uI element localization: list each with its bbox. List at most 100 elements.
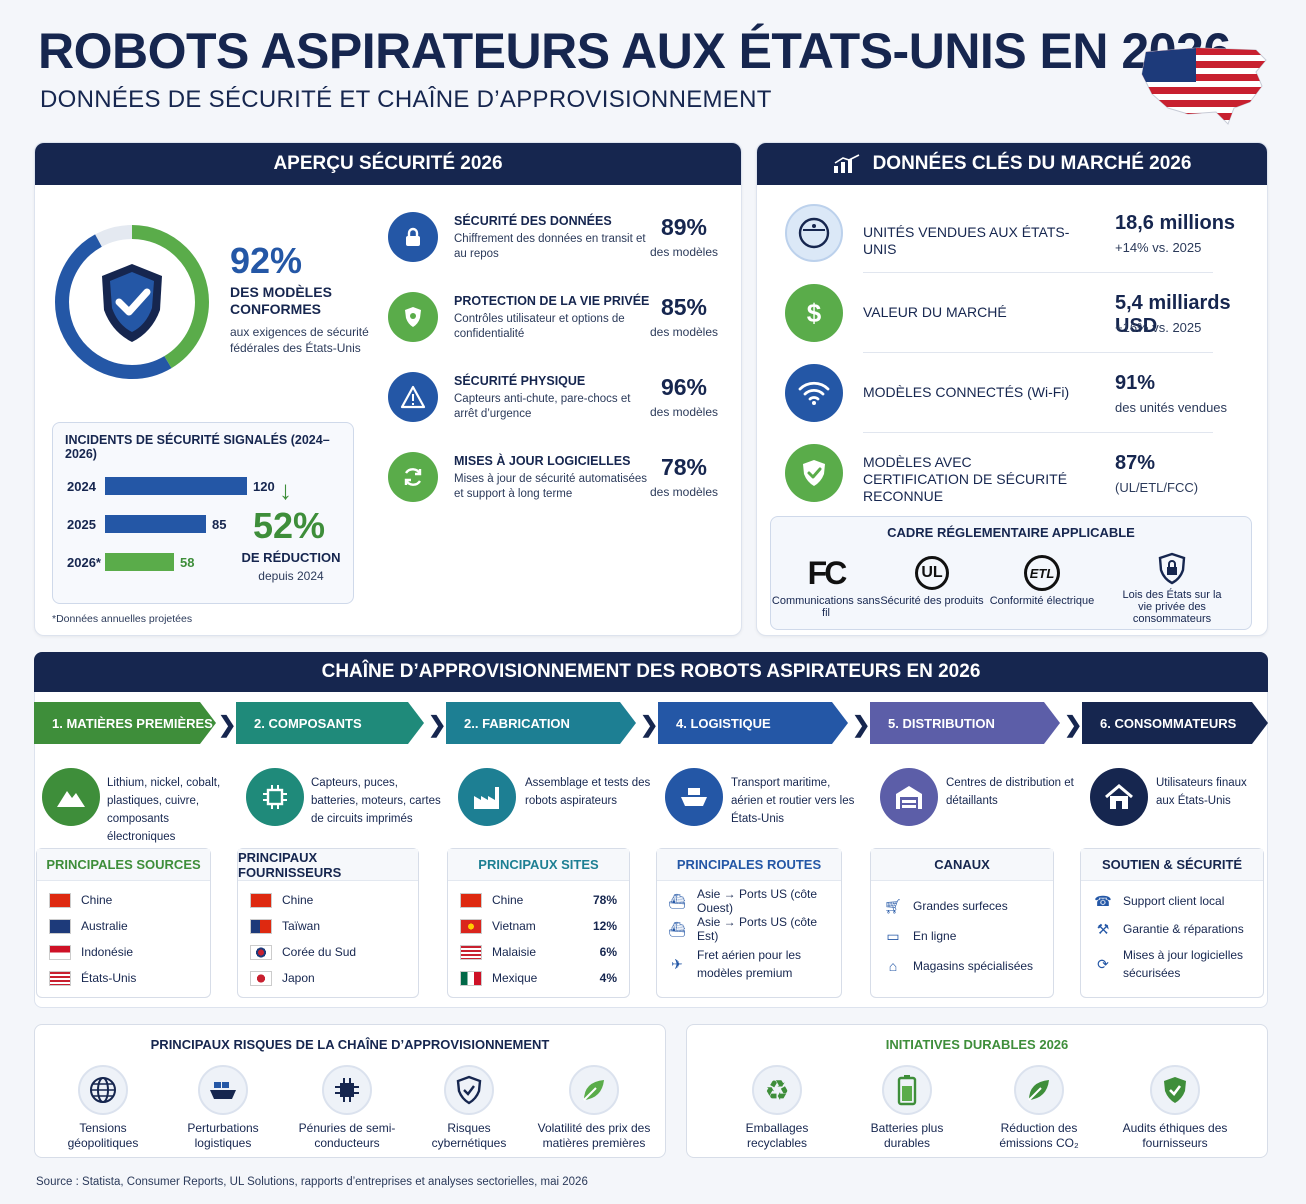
market-item-wifi: MODÈLES CONNECTÉS (Wi-Fi) 91% des unités… [785,364,1255,434]
leaf-icon [569,1065,619,1115]
list-item: Corée du Sud [250,939,406,965]
ul-logo-icon: UL [915,556,949,590]
card-main-sites: PRINCIPAUX SITES Chine 78% Vietnam 12% Mal… [447,848,630,998]
step-logistics: 4. LOGISTIQUE [658,702,848,744]
safety-item-desc: Mises à jour de sécurité automatisées et… [454,473,648,500]
step-consumers: 6. CONSOMMATEURS [1082,702,1268,744]
source-note: Source : Statista, Consumer Reports, UL … [36,1176,588,1188]
factory-icon [458,768,516,826]
market-item-label: VALEUR DU MARCHÉ [863,304,1007,320]
step-distribution: 5. DISTRIBUTION [870,702,1060,744]
market-item-value: 5,4 milliards USD [1115,292,1231,337]
regulatory-item-ul: UL Sécurité des produits [877,553,987,607]
step-desc: Assemblage et tests des robots aspirateu… [525,777,651,807]
incidents-chart: INCIDENTS DE SÉCURITÉ SIGNALÉS (2024–202… [52,422,354,604]
compliance-ring [55,225,209,379]
ship-icon: ⛴ [668,920,686,937]
card-title: PRINCIPALES SOURCES [37,849,210,881]
card-title: PRINCIPAUX SITES [448,849,629,881]
risk-item: Perturbations logistiques [163,1065,283,1151]
incident-value: 120 [253,479,275,494]
safety-item-pct: 89% [660,214,708,240]
safety-item-title: PROTECTION DE LA VIE PRIVÉE [454,294,650,308]
safety-item-data: SÉCURITÉ DES DONNÉES Chiffrement des don… [388,212,728,282]
step-raw-materials: 1. MATIÈRES PREMIÈRES [34,702,216,744]
wifi-icon [785,364,843,422]
lock-icon [388,212,438,262]
safety-item-unit: des modèles [649,325,719,339]
market-item-sub: (UL/ETL/FCC) [1115,480,1199,495]
list-item: 🛒︎ Grandes surfeces [884,897,1008,914]
incidents-title: INCIDENTS DE SÉCURITÉ SIGNALÉS (2024–202… [65,433,330,461]
projection-footnote: *Données annuelles projetées [52,613,193,625]
safety-item-pct: 78% [660,454,708,480]
initiative-item: Réduction des émissions CO₂ [979,1065,1099,1151]
compliance-label: DES MODÈLES CONFORMES [230,284,332,317]
chevron-right-icon: ❯ [640,712,659,737]
step-desc: Utilisateurs finaux aux États-Unis [1156,777,1247,807]
certified-shield-icon [785,444,843,502]
arrow-down-icon: ↓ [279,475,292,505]
card-channels: CANAUX 🛒︎ Grandes surfeces ▭ En ligne ⌂ Mag… [870,848,1054,998]
safety-item-pct: 85% [660,294,708,320]
supply-chain-heading: CHAÎNE D’APPROVISIONNEMENT DES ROBOTS AS… [34,652,1268,692]
safety-panel-heading: APERÇU SÉCURITÉ 2026 [35,143,741,185]
us-map-flag-icon [1141,47,1267,125]
taiwan-flag-icon [250,918,272,934]
mountain-icon [42,768,100,826]
chevron-right-icon: ❯ [428,712,447,737]
safety-item-title: SÉCURITÉ DES DONNÉES [454,214,612,228]
chevron-right-icon: ❯ [852,712,871,737]
dollar-icon: $ [785,284,843,342]
ship-icon: ⛴ [668,892,686,909]
list-item: Indonésie [49,939,198,965]
regulatory-framework: CADRE RÉGLEMENTAIRE APPLICABLE FC Commun… [770,516,1252,630]
safety-item-unit: des modèles [649,405,719,419]
robot-vacuum-icon [785,204,843,262]
market-item-label: MODÈLES AVEC CERTIFICATION DE SÉCURITÉ R… [863,454,1068,504]
market-item-sub: +14% vs. 2025 [1115,240,1202,255]
market-item-value: 87% [1115,452,1156,474]
list-item: Japon [250,965,406,991]
update-icon: ⟳ [1097,956,1109,972]
reduction-since: depuis 2024 [258,569,324,583]
fcc-logo-icon: FC [807,554,848,591]
card-support-security: SOUTIEN & SÉCURITÉ ☎ Support client local… [1080,848,1264,998]
market-item-cert: MODÈLES AVEC CERTIFICATION DE SÉCURITÉ R… [785,444,1255,514]
risk-item: Tensions géopolitiques [43,1065,163,1151]
cart-icon: 🛒︎ [884,897,902,914]
us-flag-icon [49,970,71,986]
shield-check-icon [1150,1065,1200,1115]
list-item: ⛴ Asie → Ports US (côte Est) [668,915,818,943]
step-components: 2. COMPOSANTS [236,702,424,744]
incident-value: 58 [180,555,195,570]
home-icon [1090,768,1148,826]
ship-icon [198,1065,248,1115]
market-item-label: UNITÉS VENDUES AUX ÉTATS-UNIS [863,224,1070,257]
monitor-icon: ▭ [886,927,900,944]
market-item-label: MODÈLES CONNECTÉS (Wi-Fi) [863,384,1070,400]
market-panel-heading: DONNÉES CLÉS DU MARCHÉ 2026 [872,153,1192,174]
risks-panel: PRINCIPAUX RISQUES DE LA CHAÎNE D’APPROV… [34,1024,666,1158]
indonesia-flag-icon [49,944,71,960]
list-item: Malaisie 6% [460,939,617,965]
refresh-icon [388,452,438,502]
market-item-units: UNITÉS VENDUES AUX ÉTATS-UNIS 18,6 milli… [785,204,1255,274]
incident-bar [105,515,206,533]
risk-item: Volatilité des prix des matières premièr… [531,1065,657,1151]
lock-shield-icon [1117,551,1227,587]
safety-item-desc: Capteurs anti-chute, pare-chocs et arrêt… [454,393,631,420]
china-flag-icon [49,892,71,908]
malaysia-flag-icon [460,944,482,960]
list-item: ⟳ Mises à jour logicielles sécurisées [1093,943,1251,985]
initiative-item: Audits éthiques des fournisseurs [1115,1065,1235,1151]
store-icon: ⌂ [888,958,898,974]
safety-item-unit: des modèles [649,245,719,259]
card-main-suppliers: PRINCIPAUX FOURNISSEURS Chine Taïwan Cor… [237,848,419,998]
initiative-item: ♻ Emballages recyclables [717,1065,837,1151]
incident-year-label: 2024 [67,479,96,494]
battery-icon [882,1065,932,1115]
regulatory-title: CADRE RÉGLEMENTAIRE APPLICABLE [887,525,1135,540]
china-flag-icon [460,892,482,908]
mexico-flag-icon [460,970,482,986]
